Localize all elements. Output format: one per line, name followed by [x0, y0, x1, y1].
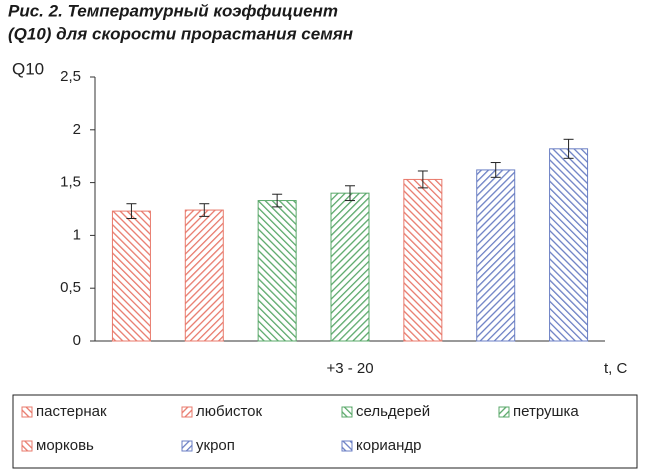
y-tick-label: 1,5 [60, 174, 81, 191]
legend-label: любисток [196, 403, 263, 420]
legend-label: петрушка [513, 403, 579, 420]
error-bar [563, 138, 574, 159]
y-tick-label: 1 [73, 226, 81, 243]
bar [184, 209, 224, 342]
legend-label: укроп [196, 437, 235, 454]
error-bar [490, 162, 501, 178]
legend-label: морковь [36, 437, 94, 454]
legend-label: сельдерей [356, 403, 430, 420]
error-bar [272, 193, 283, 208]
legend-swatch [341, 440, 353, 452]
bar [549, 148, 589, 342]
bar [257, 200, 297, 342]
y-tick-label: 0,5 [60, 279, 81, 296]
legend-swatch [181, 406, 193, 418]
bar [403, 178, 443, 342]
bar [476, 169, 516, 342]
y-tick-label: 0 [73, 332, 81, 349]
y-tick-label: 2,5 [60, 68, 81, 85]
error-bar [126, 203, 137, 220]
x-axis-label: t, C [604, 360, 628, 377]
legend-box [12, 394, 638, 469]
bar [111, 210, 151, 342]
legend-swatch [181, 440, 193, 452]
x-tick-label: +3 - 20 [326, 360, 373, 377]
legend-swatch [498, 406, 510, 418]
error-bar [199, 203, 210, 217]
error-bar [345, 185, 355, 202]
legend-label: пастернак [36, 403, 107, 420]
legend-swatch [21, 440, 33, 452]
y-axis-label: Q10 [12, 59, 44, 78]
error-bar [417, 170, 428, 189]
chart-title: Рис. 2. Температурный коэффициент [8, 1, 338, 20]
legend-swatch [21, 406, 33, 418]
bar [330, 192, 370, 342]
y-tick-label: 2 [73, 121, 81, 138]
chart-subtitle: (Q10) для скорости прорастания семян [8, 24, 353, 43]
legend-label: кориандр [356, 437, 422, 454]
legend-swatch [341, 406, 353, 418]
